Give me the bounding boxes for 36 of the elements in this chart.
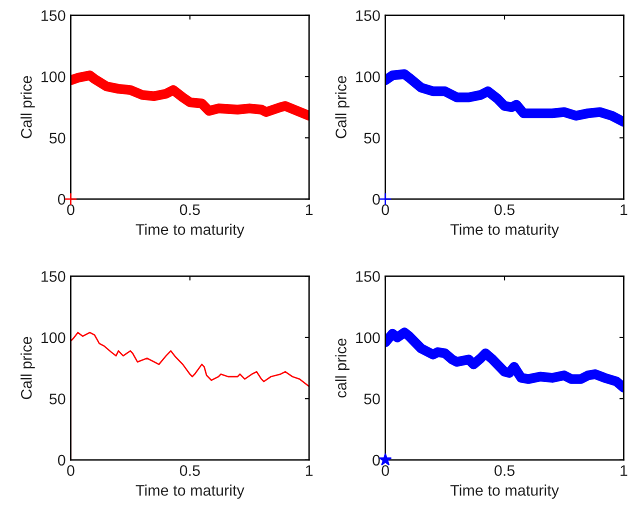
y-tick-label: 100	[42, 332, 66, 344]
x-axis-title: Time to maturity	[136, 484, 244, 499]
y-tick-label: 0	[58, 194, 66, 205]
x-tick-label: 0	[67, 465, 74, 476]
y-tick-label: 50	[364, 132, 380, 144]
x-axis-title: Time to maturity	[136, 224, 244, 238]
y-tick-label: 0	[372, 454, 380, 466]
y-tick-label: 50	[49, 132, 66, 144]
x-tick-label: 1	[620, 465, 628, 476]
x-tick-label: 1	[306, 465, 313, 476]
y-tick-label: 0	[372, 194, 380, 205]
x-tick-label: 0	[67, 204, 74, 216]
x-tick-label: 0.5	[494, 204, 515, 216]
y-tick-label: 0	[58, 454, 66, 466]
y-tick-label: 150	[356, 10, 380, 22]
y-tick-label: 100	[356, 332, 380, 344]
x-tick-label: 0.5	[180, 465, 200, 476]
y-tick-label: 150	[42, 271, 66, 282]
y-tick-label: 50	[49, 394, 66, 404]
y-axis-title: Call price	[20, 336, 35, 400]
x-tick-label: 0.5	[180, 204, 200, 216]
y-axis-title: Call price	[20, 76, 35, 138]
x-tick-label: 1	[306, 204, 313, 215]
x-axis-title: Time to maturity	[450, 484, 559, 499]
y-tick-label: 50	[364, 394, 380, 404]
x-tick-label: 1	[620, 204, 628, 215]
x-tick-label: 0.5	[494, 465, 515, 476]
y-axis-title: Call price	[335, 76, 350, 138]
y-axis-title: call price	[335, 338, 350, 398]
x-tick-label: 0	[382, 465, 390, 476]
y-tick-label: 100	[356, 71, 380, 82]
y-tick-label: 150	[356, 271, 380, 282]
x-tick-label: 0	[382, 204, 390, 216]
y-tick-label: 150	[42, 10, 66, 22]
x-axis-title: Time to maturity	[450, 224, 559, 238]
y-tick-label: 100	[42, 71, 66, 82]
